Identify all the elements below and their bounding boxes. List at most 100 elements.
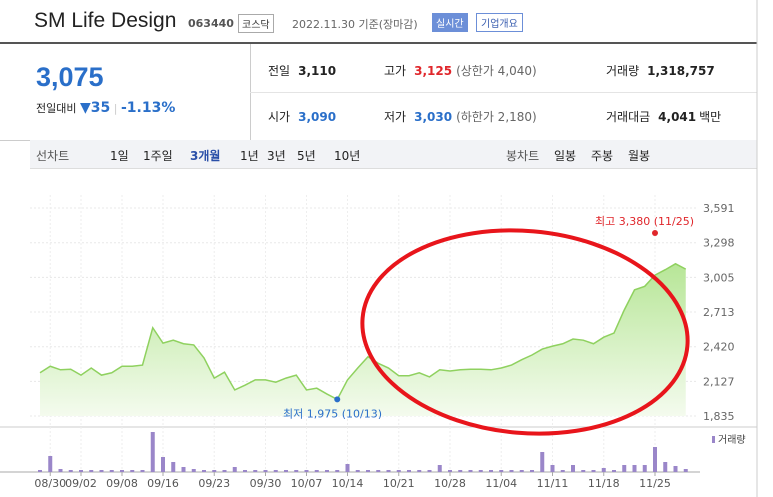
stat-label: 거래량	[606, 64, 640, 78]
volume-bar	[407, 470, 411, 472]
x-tick-label: 09/30	[250, 477, 282, 490]
stat-label: 전일	[268, 64, 291, 78]
nav-label: 봉차트	[506, 149, 540, 163]
volume-bar	[253, 470, 258, 472]
legend-label: 거래량	[718, 434, 746, 446]
y-tick-label: 3,298	[703, 237, 735, 250]
volume-bar	[284, 470, 288, 472]
volume-bar	[396, 470, 401, 472]
x-tick-label: 08/30	[34, 477, 66, 490]
stat-value: 1,318,757	[647, 64, 715, 78]
volume-bar	[89, 470, 94, 472]
period-tab[interactable]: 3개월	[190, 149, 221, 163]
volume-bar	[273, 470, 278, 472]
period-tab[interactable]: 5년	[297, 149, 316, 163]
volume-bar	[458, 470, 463, 472]
stat: 저가 3,030 (하한가 2,180)	[384, 108, 537, 125]
stat-unit: 백만	[699, 110, 722, 124]
volume-bar	[386, 470, 391, 472]
change: 전일대비 ▼35 | -1.13%	[36, 100, 176, 116]
volume-bar	[161, 457, 165, 472]
volume-bar	[243, 470, 247, 472]
volume-bar	[120, 470, 124, 472]
volume-bar	[68, 470, 73, 472]
volume-bar	[530, 470, 534, 472]
candle-tab[interactable]: 월봉	[628, 149, 651, 163]
price-line	[39, 262, 687, 401]
volume-bar	[632, 465, 637, 472]
date: 2022.11.30 기준(장마감)	[292, 18, 418, 31]
volume-bar	[304, 470, 309, 472]
y-tick-label: 3,005	[703, 271, 735, 284]
current-price: 3,075	[36, 62, 104, 92]
volume-bar	[314, 470, 319, 472]
volume-bar	[437, 465, 442, 472]
candle-tab[interactable]: 일봉	[554, 149, 577, 163]
stat: 시가 3,090	[268, 108, 336, 125]
stat-label: 거래대금	[606, 110, 651, 124]
stat: 고가 3,125 (상한가 4,040)	[384, 62, 537, 79]
y-tick-label: 1,835	[703, 410, 735, 423]
x-tick-label: 10/21	[383, 477, 415, 490]
x-tick-label: 10/14	[332, 477, 364, 490]
volume-bar	[191, 469, 196, 472]
y-tick-label: 2,713	[703, 306, 735, 319]
x-tick-label: 09/16	[147, 477, 179, 490]
x-tick-label: 11/25	[639, 477, 671, 490]
x-tick-label: 11/18	[588, 477, 620, 490]
divider	[250, 92, 757, 93]
volume-bar	[202, 470, 206, 472]
volume-bar	[499, 470, 504, 472]
volume-bar	[212, 470, 217, 472]
volume-bar	[581, 470, 586, 472]
volume-bar	[181, 467, 186, 472]
change-label: 전일대비	[36, 102, 77, 115]
stock-name: SM Life Design	[34, 9, 177, 32]
period-tab[interactable]: 1년	[240, 149, 259, 163]
x-tick-label: 09/23	[198, 477, 230, 490]
period-tab[interactable]: 1일	[110, 149, 129, 163]
highlight-ellipse	[360, 228, 690, 436]
volume-bar	[519, 470, 524, 472]
x-tick-label: 11/11	[537, 477, 569, 490]
x-tick-label: 09/08	[106, 477, 138, 490]
volume-bar	[642, 465, 647, 472]
volume-bar	[448, 470, 452, 472]
volume-bar	[540, 452, 545, 472]
area-fill	[40, 263, 686, 416]
period-tab[interactable]: 10년	[334, 149, 361, 163]
volume-bar	[560, 470, 565, 472]
stat: 거래량 1,318,757	[606, 62, 715, 79]
period-tab[interactable]: 3년	[267, 149, 286, 163]
overview-button[interactable]: 기업개요	[476, 13, 523, 32]
x-tick-label: 10/28	[434, 477, 466, 490]
candle-tab[interactable]: 주봉	[591, 149, 614, 163]
stat-value: 3,030	[414, 110, 453, 124]
extreme-label: 최고 3,380 (11/25)	[595, 215, 694, 228]
volume-bar	[417, 470, 422, 472]
volume-bar	[294, 470, 299, 472]
volume-bar	[345, 464, 350, 472]
volume-bar	[550, 465, 555, 472]
change-value: 35	[90, 100, 111, 116]
volume-bar	[601, 468, 606, 472]
extreme-label: 최저 1,975 (10/13)	[283, 407, 382, 420]
x-tick-label: 10/07	[291, 477, 323, 490]
volume-bar	[376, 470, 381, 472]
volume-bar	[140, 470, 145, 472]
stat-value: 3,125	[414, 64, 453, 78]
volume-bar	[612, 470, 616, 472]
x-tick-label: 11/04	[485, 477, 517, 490]
volume-bar	[325, 470, 329, 472]
volume-bar	[663, 462, 668, 472]
header: SM Life Design 063440 코스닥 2022.11.30 기준(…	[0, 0, 757, 44]
period-tab[interactable]: 1주일	[143, 149, 173, 163]
change-pct: -1.13%	[120, 100, 176, 116]
chart-nav: 선차트 1일 1주일 3개월 1년 3년 5년 10년 봉차트 일봉 주봉 월봉	[30, 140, 757, 169]
stat-value: 3,090	[298, 110, 337, 124]
realtime-button[interactable]: 실시간	[432, 13, 468, 32]
volume-bar	[489, 470, 493, 472]
volume-bar	[468, 470, 473, 472]
nav-label: 선차트	[36, 149, 70, 163]
